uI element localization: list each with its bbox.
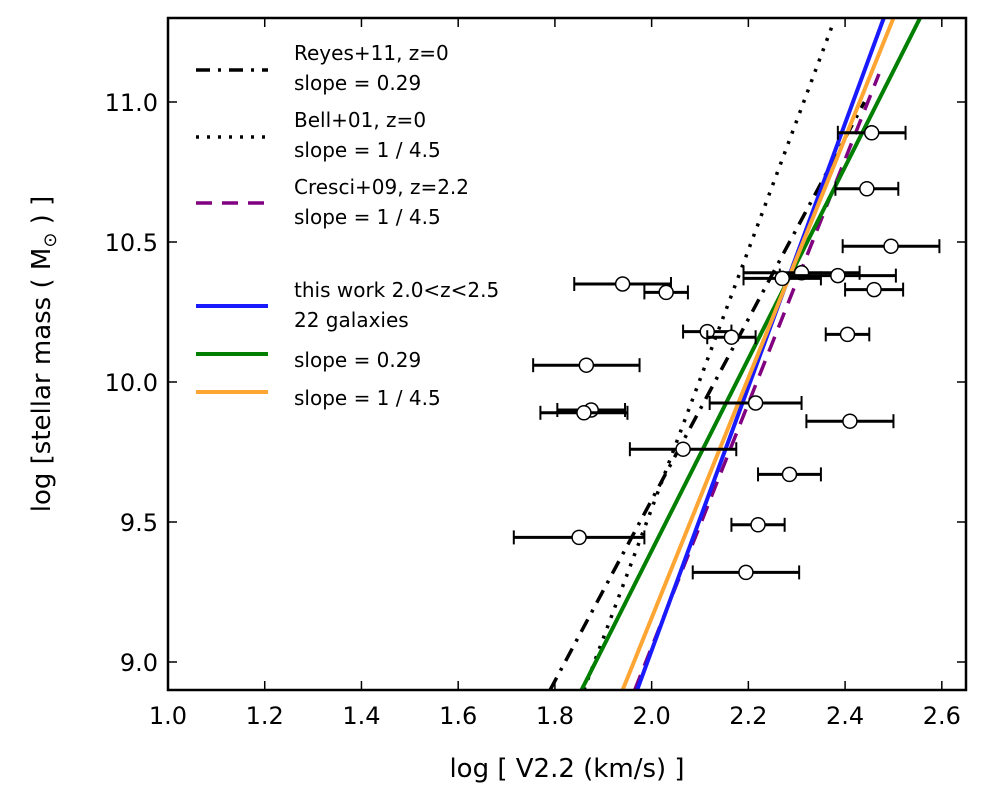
y-tick-label: 10.0 <box>105 369 158 397</box>
x-axis-title: log [ V2.2 (km/s) ] <box>449 754 684 784</box>
legend-label: slope = 0.29 <box>294 348 421 372</box>
data-point <box>730 517 786 533</box>
data-point <box>708 395 803 411</box>
point-marker <box>883 238 899 254</box>
y-axis-title-end: ) ] <box>27 196 57 233</box>
data-point <box>539 405 629 421</box>
y-tick-label: 9.0 <box>120 649 158 677</box>
y-tick-label: 9.5 <box>120 509 158 537</box>
y-axis-title: log [stellar mass ( M⊙ ) ] <box>27 196 61 513</box>
data-point <box>742 270 822 287</box>
point-marker <box>614 276 631 292</box>
data-point <box>824 326 871 343</box>
x-tick-label: 1.0 <box>149 702 187 730</box>
data-point <box>573 276 672 292</box>
line-slope029 <box>579 18 922 690</box>
legend-label: Reyes+11, z=0 <box>294 41 449 65</box>
legend-label-line2: slope = 1 / 4.5 <box>294 205 441 229</box>
point-marker <box>738 564 754 581</box>
data-point <box>512 529 646 546</box>
point-marker <box>675 441 691 457</box>
data-point <box>706 329 757 345</box>
point-marker <box>578 357 595 373</box>
point-marker <box>723 329 740 345</box>
point-marker <box>839 326 856 343</box>
legend-label: this work 2.0<z<2.5 <box>294 278 499 302</box>
point-marker <box>774 270 790 287</box>
legend-entry-slope145: slope = 1 / 4.5 <box>196 386 441 410</box>
fit-lines <box>548 18 922 690</box>
legend-entry-reyes: Reyes+11, z=0 slope = 0.29 <box>196 41 449 95</box>
point-marker <box>842 413 858 429</box>
line-slope145 <box>620 18 896 690</box>
point-marker <box>830 267 846 284</box>
legend-entry-cresci: Cresci+09, z=2.2 slope = 1 / 4.5 <box>196 175 469 229</box>
point-marker <box>571 529 587 546</box>
data-point <box>834 181 900 197</box>
data-point <box>757 466 822 483</box>
data-point <box>532 357 641 373</box>
point-marker <box>863 125 880 141</box>
data-point <box>844 281 905 298</box>
legend-entry-this_work: this work 2.0<z<2.5 22 galaxies <box>196 278 499 332</box>
plot-background <box>168 18 966 690</box>
point-marker <box>859 181 875 197</box>
x-tick-label: 2.6 <box>923 702 961 730</box>
x-tick-label: 1.2 <box>246 702 284 730</box>
x-tick-label: 1.4 <box>342 702 380 730</box>
data-point <box>691 564 801 581</box>
x-tick-label: 1.6 <box>439 702 477 730</box>
axis-ticks: 1.0 1.2 1.4 1.6 1.8 2.0 2.2 2.4 2.6 9.0 9.5 10.0 10.… <box>105 18 966 730</box>
data-point <box>805 413 895 429</box>
data-point <box>643 284 689 301</box>
data-point <box>628 441 738 457</box>
point-marker <box>576 405 592 421</box>
legend-label: slope = 1 / 4.5 <box>294 386 441 410</box>
legend-label-line2: 22 galaxies <box>294 308 409 332</box>
svg-text:log [stellar mass ( M⊙ ) ]: log [stellar mass ( M⊙ ) ] <box>27 196 61 513</box>
point-marker <box>866 281 882 298</box>
y-tick-label: 11.0 <box>105 89 158 117</box>
legend-label: Bell+01, z=0 <box>294 108 426 132</box>
data-point <box>841 238 941 254</box>
legend-label-line2: slope = 0.29 <box>294 71 421 95</box>
y-tick-label: 10.5 <box>105 229 158 257</box>
point-marker <box>781 466 798 483</box>
plot-frame <box>166 16 968 692</box>
y-axis-title-main: log [stellar mass ( M <box>27 248 57 513</box>
x-tick-label: 2.2 <box>729 702 767 730</box>
line-reyes <box>548 101 866 690</box>
legend-entry-slope029: slope = 0.29 <box>196 348 421 372</box>
x-tick-label: 1.8 <box>536 702 574 730</box>
legend-label-line2: slope = 1 / 4.5 <box>294 138 441 162</box>
legend: Reyes+11, z=0 slope = 0.29 Bell+01, z=0 slo… <box>196 41 499 410</box>
point-marker <box>747 395 764 411</box>
x-tick-label: 2.4 <box>826 702 864 730</box>
legend-entry-bell: Bell+01, z=0 slope = 1 / 4.5 <box>196 108 441 162</box>
x-tick-label: 2.0 <box>633 702 671 730</box>
data-points <box>512 125 941 581</box>
y-axis-title-sub: ⊙ <box>40 233 61 248</box>
point-marker <box>750 517 766 533</box>
line-this_work <box>635 18 886 690</box>
legend-label: Cresci+09, z=2.2 <box>294 175 469 199</box>
data-point <box>836 125 907 141</box>
point-marker <box>658 284 674 301</box>
